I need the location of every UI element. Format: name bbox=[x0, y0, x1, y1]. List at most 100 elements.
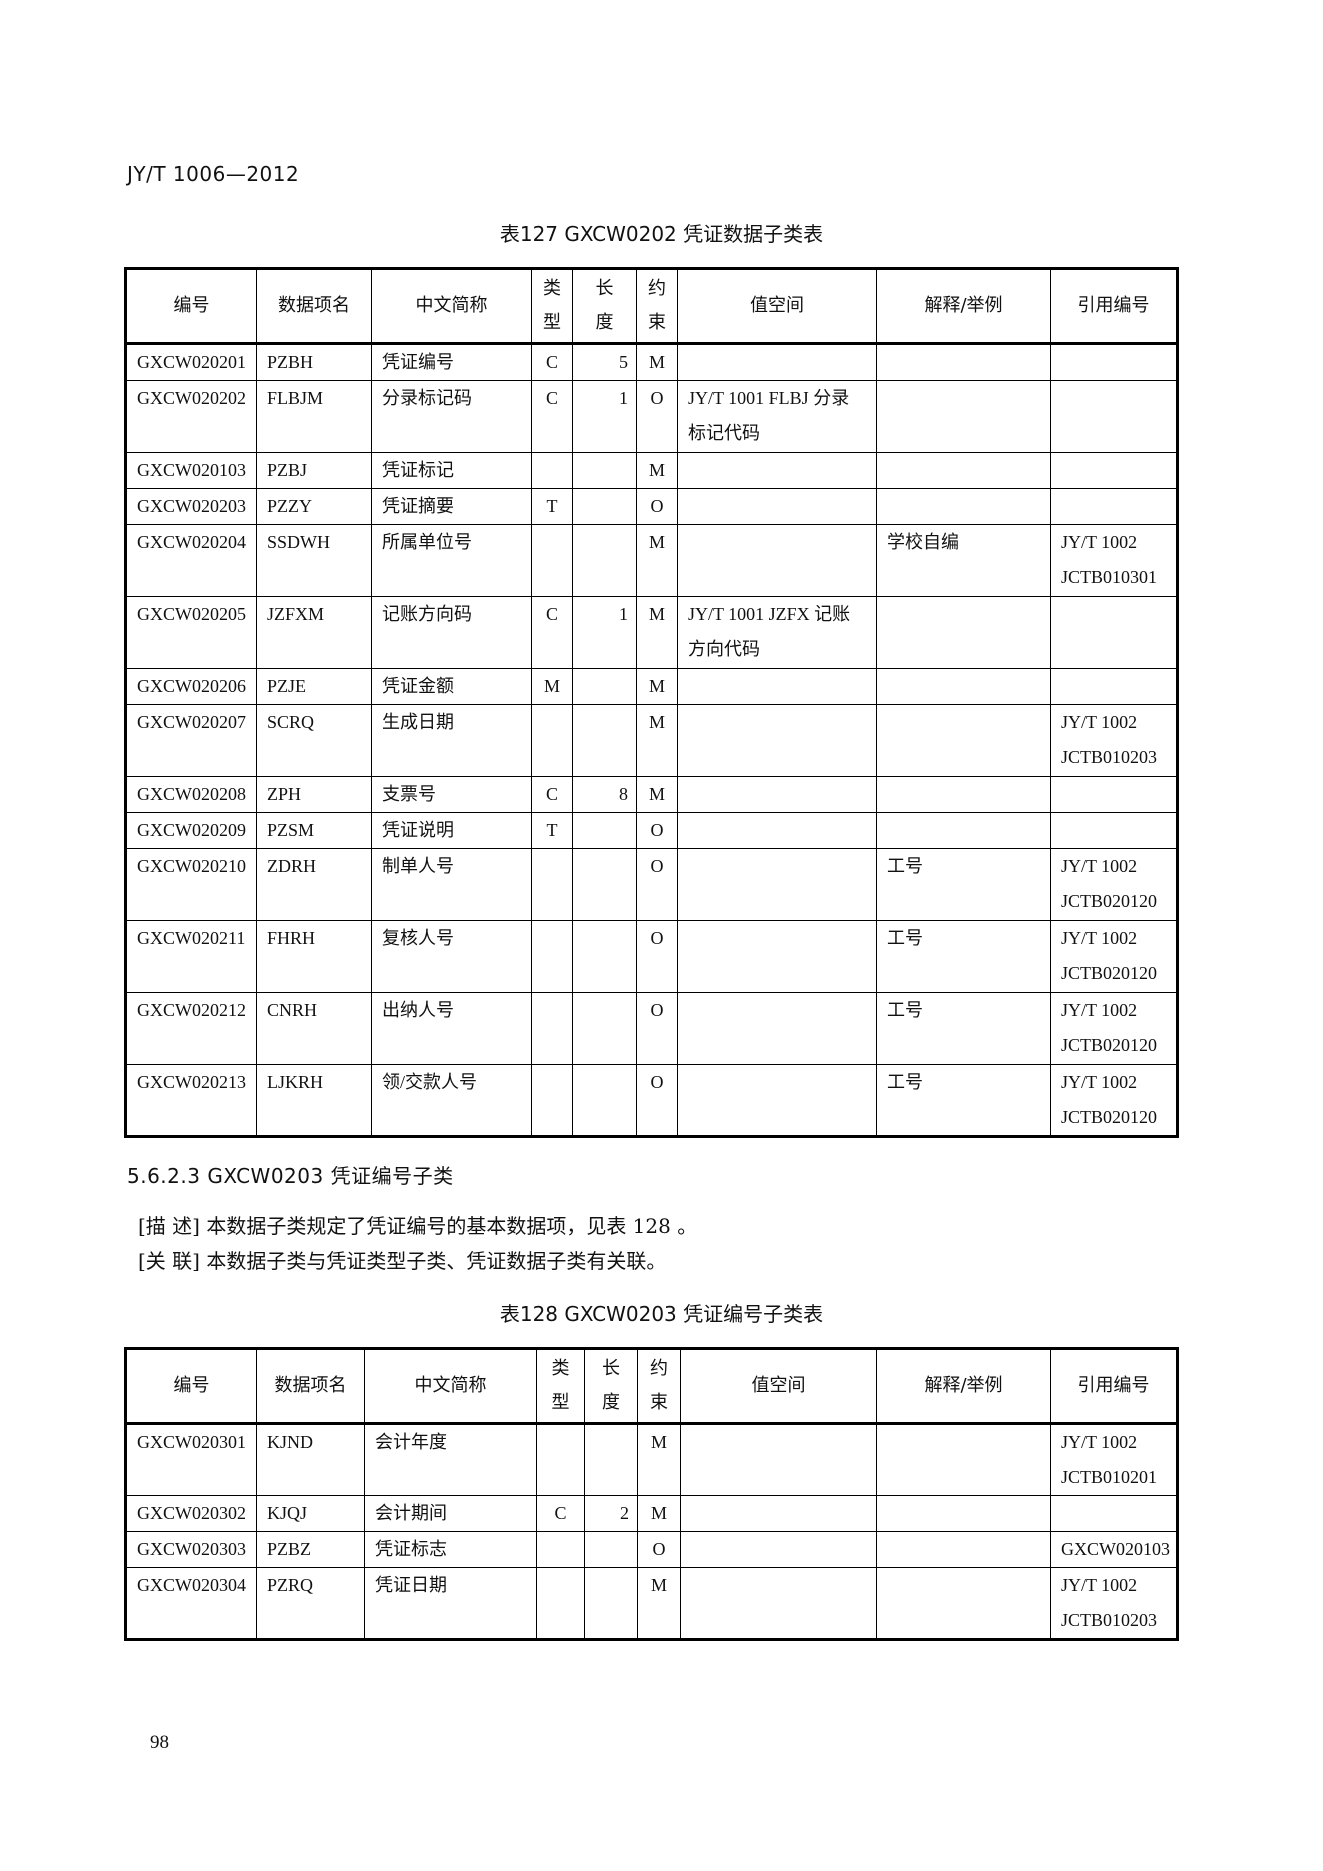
cell-constraint: O bbox=[636, 1064, 678, 1137]
cell-constraint: M bbox=[636, 704, 678, 777]
description-paragraph: [描 述] 本数据子类规定了凭证编号的基本数据项，见表 128 。 bbox=[138, 1214, 698, 1238]
cell-chinese-name: 复核人号 bbox=[371, 920, 532, 993]
cell-reference: JY/T 1002 JCTB020120 bbox=[1050, 1064, 1178, 1137]
cell-code: GXCW020209 bbox=[125, 812, 257, 849]
cell-value-space bbox=[677, 452, 877, 489]
section-heading: 5.6.2.3 GXCW0203 凭证编号子类 bbox=[127, 1164, 454, 1188]
cell-length bbox=[572, 1064, 637, 1137]
header-row: 编号 数据项名 中文简称类 型长 度约 束值空间 解释/举例 引用编号 bbox=[125, 268, 1178, 344]
cell-code: GXCW020205 bbox=[125, 596, 257, 669]
cell-code: GXCW020303 bbox=[125, 1531, 257, 1568]
header-row: 编号 数据项名 中文简称类 型长 度约 束值空间 解释/举例 引用编号 bbox=[125, 1348, 1178, 1424]
table-127-caption: 表127 GXCW0202 凭证数据子类表 bbox=[499, 222, 824, 246]
column-header-value-space: 值空间 bbox=[680, 1348, 877, 1424]
cell-explanation bbox=[876, 704, 1051, 777]
cell-constraint: M bbox=[636, 596, 678, 669]
cell-value-space bbox=[680, 1567, 877, 1640]
cell-item-name: PZBZ bbox=[256, 1531, 365, 1568]
cell-value-space bbox=[680, 1531, 877, 1568]
cell-reference bbox=[1050, 812, 1178, 849]
table-row: GXCW020302 KJQJ 会计期间 C 2 M bbox=[125, 1495, 1178, 1532]
table-row: GXCW020203 PZZY 凭证摘要 T O bbox=[125, 488, 1178, 525]
column-header-constraint: 约 束 bbox=[636, 268, 678, 344]
cell-reference: JY/T 1002 JCTB020120 bbox=[1050, 848, 1178, 921]
cell-length bbox=[572, 488, 637, 525]
cell-chinese-name: 领/交款人号 bbox=[371, 1064, 532, 1137]
cell-code: GXCW020203 bbox=[125, 488, 257, 525]
cell-explanation bbox=[876, 343, 1051, 381]
column-header-code: 编号 bbox=[125, 1348, 257, 1424]
cell-value-space bbox=[680, 1495, 877, 1532]
cell-length bbox=[572, 704, 637, 777]
cell-explanation bbox=[876, 596, 1051, 669]
table-row: GXCW020211 FHRH 复核人号 O 工号 JY/T 1002 JCTB02012… bbox=[125, 920, 1178, 993]
column-header-value-space: 值空间 bbox=[677, 268, 877, 344]
table-row: GXCW020304 PZRQ 凭证日期 M JY/T 1002 JCTB010203 bbox=[125, 1567, 1178, 1640]
cell-reference bbox=[1050, 380, 1178, 453]
cell-length: 5 bbox=[572, 343, 637, 381]
cell-reference: JY/T 1002 JCTB020120 bbox=[1050, 920, 1178, 993]
cell-type: C bbox=[531, 776, 573, 813]
cell-code: GXCW020213 bbox=[125, 1064, 257, 1137]
cell-length: 8 bbox=[572, 776, 637, 813]
cell-constraint: M bbox=[636, 524, 678, 597]
column-header-constraint: 约 束 bbox=[637, 1348, 681, 1424]
cell-length bbox=[572, 848, 637, 921]
column-header-explanation: 解释/举例 bbox=[876, 268, 1051, 344]
page-number: 98 bbox=[150, 1732, 169, 1753]
cell-value-space: JY/T 1001 JZFX 记账方向代码 bbox=[677, 596, 877, 669]
cell-chinese-name: 凭证标记 bbox=[371, 452, 532, 489]
cell-constraint: O bbox=[636, 848, 678, 921]
cell-item-name: JZFXM bbox=[256, 596, 372, 669]
cell-type bbox=[531, 920, 573, 993]
column-header-reference: 引用编号 bbox=[1050, 268, 1178, 344]
column-header-explanation: 解释/举例 bbox=[876, 1348, 1051, 1424]
cell-reference: JY/T 1002 JCTB010301 bbox=[1050, 524, 1178, 597]
cell-type bbox=[531, 992, 573, 1065]
cell-length: 2 bbox=[584, 1495, 638, 1532]
cell-reference bbox=[1050, 1495, 1178, 1532]
cell-type bbox=[531, 848, 573, 921]
cell-value-space bbox=[677, 848, 877, 921]
table-128: 编号 数据项名 中文简称类 型长 度约 束值空间 解释/举例 引用编号 GXCW02030… bbox=[124, 1347, 1179, 1641]
column-header-code: 编号 bbox=[125, 268, 257, 344]
cell-value-space bbox=[677, 488, 877, 525]
cell-explanation: 工号 bbox=[876, 848, 1051, 921]
cell-type: C bbox=[531, 380, 573, 453]
cell-reference: JY/T 1002 JCTB010203 bbox=[1050, 704, 1178, 777]
column-header-type: 类 型 bbox=[536, 1348, 585, 1424]
cell-chinese-name: 出纳人号 bbox=[371, 992, 532, 1065]
cell-constraint: M bbox=[637, 1567, 681, 1640]
cell-constraint: M bbox=[637, 1495, 681, 1532]
cell-chinese-name: 制单人号 bbox=[371, 848, 532, 921]
cell-explanation: 工号 bbox=[876, 992, 1051, 1065]
cell-constraint: O bbox=[636, 488, 678, 525]
cell-type: T bbox=[531, 812, 573, 849]
cell-reference: JY/T 1002 JCTB010203 bbox=[1050, 1567, 1178, 1640]
cell-value-space bbox=[677, 524, 877, 597]
column-header-chinese-name: 中文简称 bbox=[364, 1348, 537, 1424]
cell-chinese-name: 记账方向码 bbox=[371, 596, 532, 669]
cell-code: GXCW020212 bbox=[125, 992, 257, 1065]
cell-value-space bbox=[677, 668, 877, 705]
cell-length bbox=[572, 524, 637, 597]
table-row: GXCW020303 PZBZ 凭证标志 O GXCW020103 bbox=[125, 1531, 1178, 1568]
table-row: GXCW020201 PZBH 凭证编号 C 5 M bbox=[125, 343, 1178, 381]
cell-type bbox=[536, 1531, 585, 1568]
cell-explanation bbox=[876, 1567, 1051, 1640]
cell-constraint: O bbox=[636, 380, 678, 453]
cell-code: GXCW020202 bbox=[125, 380, 257, 453]
cell-constraint: M bbox=[636, 452, 678, 489]
cell-length bbox=[584, 1567, 638, 1640]
cell-length bbox=[572, 992, 637, 1065]
cell-code: GXCW020204 bbox=[125, 524, 257, 597]
cell-explanation bbox=[876, 452, 1051, 489]
cell-explanation bbox=[876, 1531, 1051, 1568]
column-header-length: 长 度 bbox=[584, 1348, 638, 1424]
column-header-item-name: 数据项名 bbox=[256, 1348, 365, 1424]
cell-code: GXCW020206 bbox=[125, 668, 257, 705]
cell-item-name: KJQJ bbox=[256, 1495, 365, 1532]
cell-value-space bbox=[677, 992, 877, 1065]
cell-value-space bbox=[680, 1423, 877, 1496]
cell-explanation bbox=[876, 488, 1051, 525]
